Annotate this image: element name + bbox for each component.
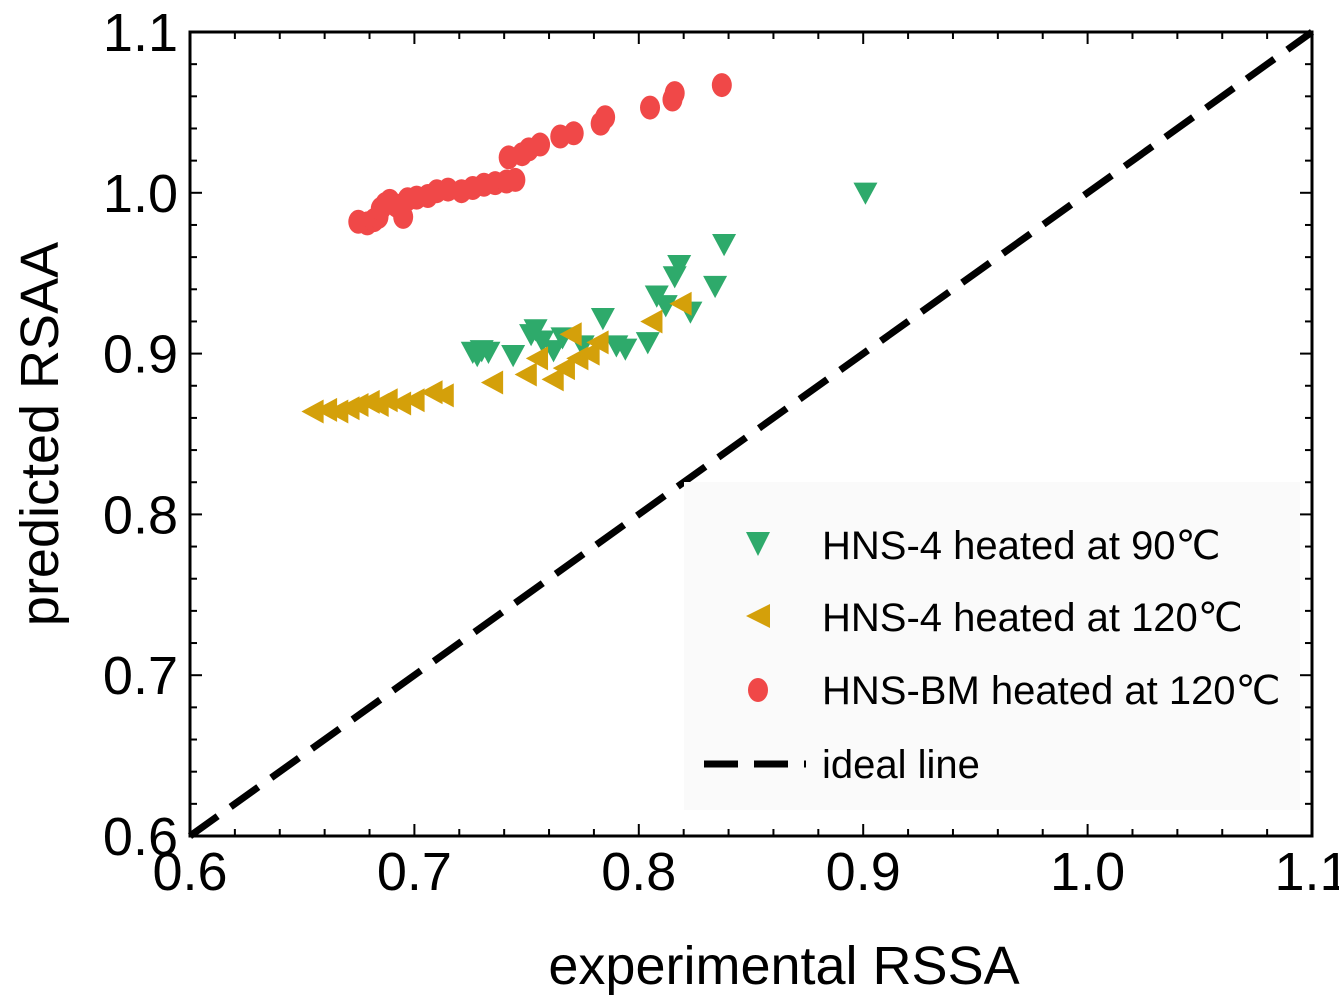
red-circle-marker: [664, 81, 685, 106]
red-circle-marker: [530, 132, 551, 157]
gold-triangle-left-marker: [514, 362, 537, 387]
legend-label: HNS-4 heated at 120℃: [822, 596, 1243, 640]
x-tick-label: 0.7: [377, 842, 452, 902]
green-triangle-down-marker: [476, 341, 501, 364]
green-triangle-down-marker: [541, 340, 566, 363]
red-circle-marker: [505, 167, 526, 192]
green-triangle-down-marker: [667, 254, 692, 278]
legend-item-ideal-line: ideal line: [704, 743, 980, 787]
green-triangle-down-marker: [590, 308, 615, 331]
y-tick-label: 1.0: [103, 164, 178, 224]
legend-label: ideal line: [822, 743, 980, 787]
plot-frame: [188, 30, 1314, 838]
gold-triangle-left-marker: [552, 356, 575, 381]
legend-label: HNS-4 heated at 90℃: [822, 524, 1220, 568]
green-triangle-down-marker: [703, 275, 728, 299]
y-tick-label: 1.1: [103, 3, 178, 63]
plot-area: [188, 30, 1314, 838]
gold-triangle-left-marker: [525, 346, 549, 371]
ideal-line: [187, 29, 1315, 839]
legend-item-hns4-120: HNS-4 heated at 120℃: [746, 596, 1243, 640]
y-tick-label: 0.9: [103, 325, 178, 385]
gold-triangle-left-marker: [559, 322, 582, 347]
gold-triangle-left-marker: [375, 388, 398, 413]
legend-item-hns4-90: HNS-4 heated at 90℃: [746, 524, 1220, 568]
data-markers: [301, 73, 878, 424]
green-triangle-down-marker: [853, 182, 878, 205]
legend-label: HNS-BM heated at 120℃: [822, 669, 1280, 713]
x-tick-label: 0.6: [152, 842, 227, 902]
red-circle-marker: [640, 95, 661, 120]
gold-triangle-left-icon: [746, 604, 770, 628]
legend-item-hnsbm-120: HNS-BM heated at 120℃: [748, 669, 1280, 713]
gold-triangle-left-marker: [480, 370, 504, 395]
ideal-line-layer: [187, 29, 1315, 839]
x-tick-label: 0.9: [826, 842, 901, 902]
green-triangle-down-icon: [746, 532, 770, 556]
green-triangle-down-marker: [635, 332, 660, 355]
green-triangle-down-marker: [501, 345, 526, 368]
gold-triangle-left-marker: [301, 399, 324, 424]
y-axis-title: predicted RSAA: [10, 242, 70, 626]
green-triangle-down-marker: [653, 295, 678, 318]
green-triangle-down-marker: [523, 319, 548, 342]
legend-box: [684, 482, 1300, 810]
gold-triangle-left-marker: [577, 341, 600, 366]
green-triangle-down-marker: [530, 330, 555, 353]
gold-triangle-left-marker: [431, 383, 454, 408]
gold-triangle-left-marker: [541, 367, 564, 392]
gold-triangle-left-marker: [669, 291, 692, 316]
y-tick-label: 0.7: [103, 646, 178, 706]
gold-triangle-left-marker: [640, 309, 663, 334]
green-triangle-down-marker: [613, 338, 638, 361]
legend: HNS-4 heated at 90℃ HNS-4 heated at 120℃…: [684, 482, 1300, 810]
gold-triangle-left-marker: [388, 391, 412, 416]
x-tick-label: 1.0: [1050, 842, 1125, 902]
red-circle-icon: [748, 678, 768, 702]
axes: 0.6 0.7 0.8 0.9 1.0 1.1 0.6 0.7 0.8 0.9 1.0 1.1: [103, 3, 1339, 902]
gold-triangle-left-marker: [586, 330, 609, 355]
x-tick-label: 1.1: [1274, 842, 1339, 902]
gold-triangle-left-marker: [402, 388, 425, 413]
y-tick-label: 0.8: [103, 485, 178, 545]
gold-triangle-left-marker: [314, 397, 338, 422]
green-triangle-down-marker: [712, 234, 737, 257]
x-axis-title: experimental RSSA: [548, 936, 1019, 995]
red-circle-marker: [563, 121, 584, 146]
x-tick-label: 0.8: [601, 842, 676, 902]
red-circle-marker: [595, 105, 616, 130]
y-tick-label: 0.6: [103, 807, 178, 867]
red-circle-marker: [711, 73, 732, 98]
